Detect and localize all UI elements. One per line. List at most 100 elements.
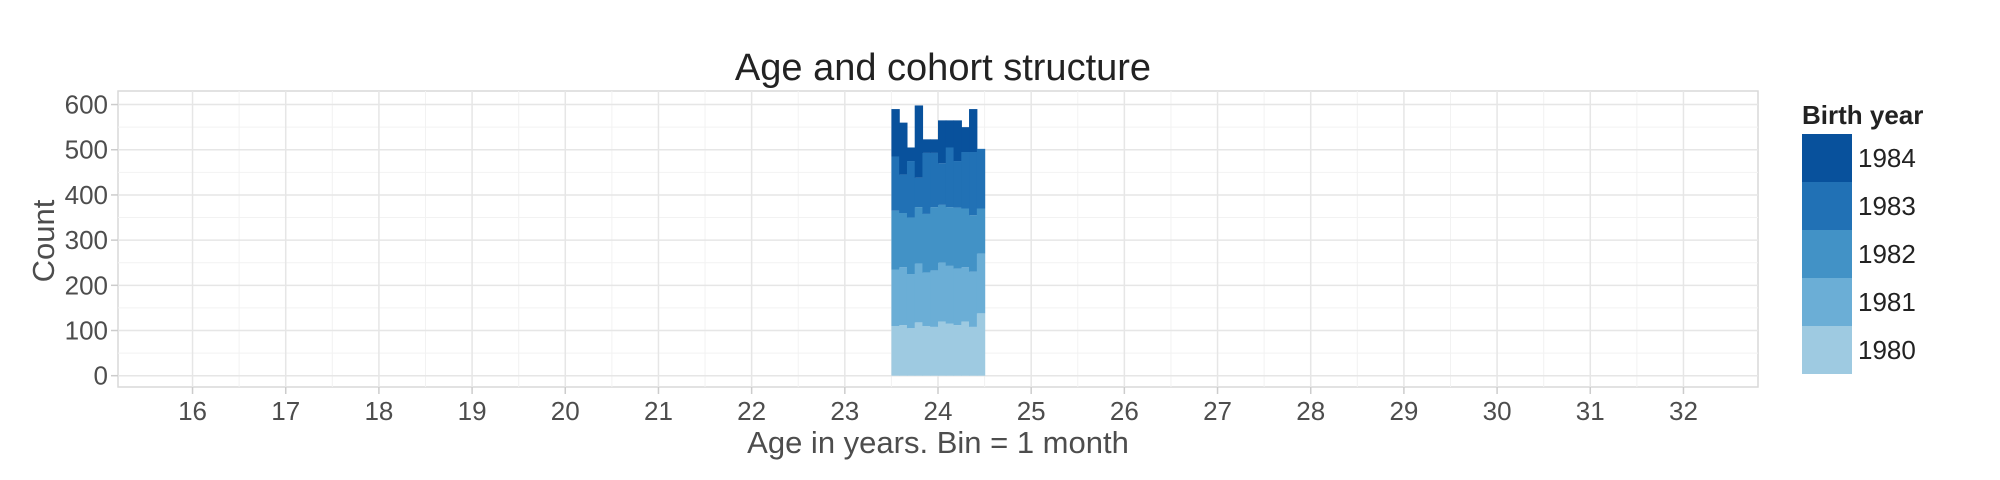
bar-segment-1984	[906, 147, 916, 162]
x-tick-label: 32	[1669, 396, 1698, 426]
x-tick-label: 27	[1203, 396, 1232, 426]
bar-segment-1981	[930, 270, 939, 327]
bar-segment-1983	[945, 147, 955, 208]
bar-segment-1984	[953, 120, 962, 162]
bar-segment-1980	[938, 321, 947, 376]
bar-segment-1982	[961, 208, 970, 268]
bar-segment-1981	[961, 267, 970, 322]
bar-segment-1983	[969, 152, 978, 216]
bar-segment-1984	[961, 127, 970, 153]
bar-segment-1981	[922, 272, 931, 326]
x-axis-label: Age in years. Bin = 1 month	[747, 425, 1129, 460]
bar-segment-1982	[976, 208, 986, 254]
chart-title: Age and cohort structure	[735, 47, 1151, 89]
bar-segment-1983	[938, 163, 947, 205]
x-tick-label: 28	[1296, 396, 1325, 426]
legend-key-1981	[1802, 278, 1852, 326]
bar-segment-1980	[976, 313, 986, 376]
x-tick-label: 25	[1017, 396, 1046, 426]
bar-segment-1983	[953, 161, 962, 208]
bar-segment-1980	[899, 325, 908, 376]
legend-title: Birth year	[1802, 100, 1923, 130]
bar-segment-1981	[906, 274, 916, 329]
x-tick-label: 31	[1576, 396, 1605, 426]
x-tick-label: 17	[271, 396, 300, 426]
bar-segment-1980	[930, 326, 939, 376]
bar-segment-1980	[914, 322, 924, 376]
legend-label-1983: 1983	[1858, 191, 1916, 221]
y-tick-label: 100	[65, 316, 108, 346]
x-tick-label: 26	[1110, 396, 1139, 426]
legend-label-1982: 1982	[1858, 239, 1916, 269]
y-tick-label: 600	[65, 90, 108, 120]
legend-label-1981: 1981	[1858, 287, 1916, 317]
y-axis-ticks: 0 100 200 300 400 500 600	[65, 90, 118, 391]
bar-segment-1983	[976, 148, 986, 209]
bar-segment-1984	[969, 109, 978, 153]
bar-segment-1980	[906, 328, 916, 376]
legend-key-1982	[1802, 230, 1852, 278]
bar-segment-1982	[891, 210, 900, 270]
bar-segment-1981	[914, 263, 924, 323]
bar-segment-1982	[906, 217, 916, 275]
x-tick-label: 19	[458, 396, 487, 426]
bar-segment-1981	[969, 271, 978, 327]
x-tick-label: 24	[924, 396, 953, 426]
bar-segment-1983	[899, 174, 908, 214]
bar-segment-1980	[891, 325, 900, 376]
y-tick-label: 300	[65, 225, 108, 255]
bar-segment-1982	[938, 204, 947, 263]
bar-segment-1982	[969, 215, 978, 272]
x-axis-ticks: 16 17 18 19 20 21 22 23 24 25 26 27 28 29 30 31 32	[178, 387, 1698, 426]
bar-segment-1980	[953, 325, 962, 376]
bar-segment-1981	[945, 265, 955, 324]
bar-segment-1982	[930, 207, 939, 271]
bar-segment-1983	[914, 177, 924, 208]
bar-segment-1984	[899, 122, 908, 175]
x-tick-label: 18	[364, 396, 393, 426]
bar-segment-1984	[945, 120, 955, 148]
bar-segment-1981	[976, 253, 986, 314]
x-tick-label: 22	[737, 396, 766, 426]
bar-segment-1982	[945, 207, 955, 266]
bar-segment-1980	[945, 323, 955, 376]
bar-segment-1981	[891, 269, 900, 326]
legend-key-1980	[1802, 326, 1852, 374]
bar-segment-1984	[914, 105, 924, 178]
bar-segment-1983	[930, 152, 939, 208]
y-tick-label: 200	[65, 270, 108, 300]
bar-segment-1983	[961, 152, 970, 209]
x-tick-label: 29	[1389, 396, 1418, 426]
bar-segment-1983	[922, 152, 931, 214]
x-tick-label: 16	[178, 396, 207, 426]
legend-key-1984	[1802, 134, 1852, 182]
bar-segment-1982	[899, 213, 908, 268]
bars	[891, 105, 986, 376]
bar-segment-1984	[891, 109, 900, 157]
bar-segment-1981	[899, 267, 908, 326]
bar-segment-1982	[922, 213, 931, 273]
y-axis-label: Count	[26, 199, 61, 282]
legend: Birth year 1984 1983 1982 1981 1980	[1802, 100, 1923, 374]
bar-segment-1980	[969, 326, 978, 376]
bar-segment-1982	[914, 207, 924, 264]
y-tick-label: 0	[94, 361, 108, 391]
y-tick-label: 500	[65, 135, 108, 165]
x-tick-label: 30	[1483, 396, 1512, 426]
legend-label-1980: 1980	[1858, 335, 1916, 365]
bar-segment-1981	[953, 268, 962, 326]
bar-segment-1984	[938, 120, 947, 164]
bar-segment-1984	[922, 139, 931, 153]
x-tick-label: 23	[830, 396, 859, 426]
x-tick-label: 21	[644, 396, 673, 426]
legend-key-1983	[1802, 182, 1852, 230]
legend-label-1984: 1984	[1858, 143, 1916, 173]
bar-segment-1980	[922, 325, 931, 376]
bar-segment-1982	[953, 207, 962, 269]
bar-segment-1983	[891, 156, 900, 211]
y-tick-label: 400	[65, 180, 108, 210]
bar-segment-1984	[930, 139, 939, 153]
bar-segment-1983	[906, 161, 916, 218]
x-tick-label: 20	[551, 396, 580, 426]
